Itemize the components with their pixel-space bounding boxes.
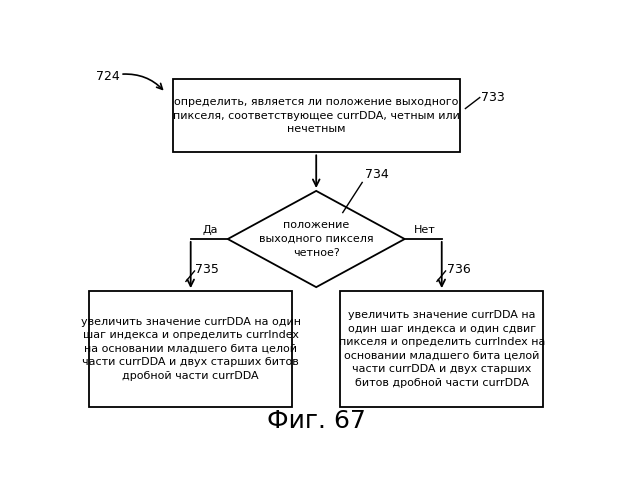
Text: 733: 733	[481, 91, 505, 104]
Text: 724: 724	[96, 70, 120, 82]
Bar	[173, 79, 460, 152]
Text: Да: Да	[203, 225, 218, 235]
Polygon shape	[228, 191, 405, 287]
Bar	[340, 291, 544, 406]
Text: увеличить значение currDDA на
один шаг индекса и один сдвиг
пикселя и определить: увеличить значение currDDA на один шаг и…	[339, 310, 545, 388]
Text: 734: 734	[365, 168, 389, 181]
Text: 736: 736	[447, 264, 470, 276]
Text: увеличить значение currDDA на один
шаг индекса и определить currIndex
на основан: увеличить значение currDDA на один шаг и…	[81, 316, 300, 381]
Text: положение
выходного пикселя
четное?: положение выходного пикселя четное?	[259, 220, 373, 258]
Bar	[89, 291, 292, 406]
Text: определить, является ли положение выходного
пикселя, соответствующее currDDA, че: определить, является ли положение выходн…	[173, 97, 460, 134]
Text: Нет: Нет	[414, 225, 436, 235]
Text: 735: 735	[196, 264, 220, 276]
Text: Фиг. 67: Фиг. 67	[267, 410, 366, 434]
